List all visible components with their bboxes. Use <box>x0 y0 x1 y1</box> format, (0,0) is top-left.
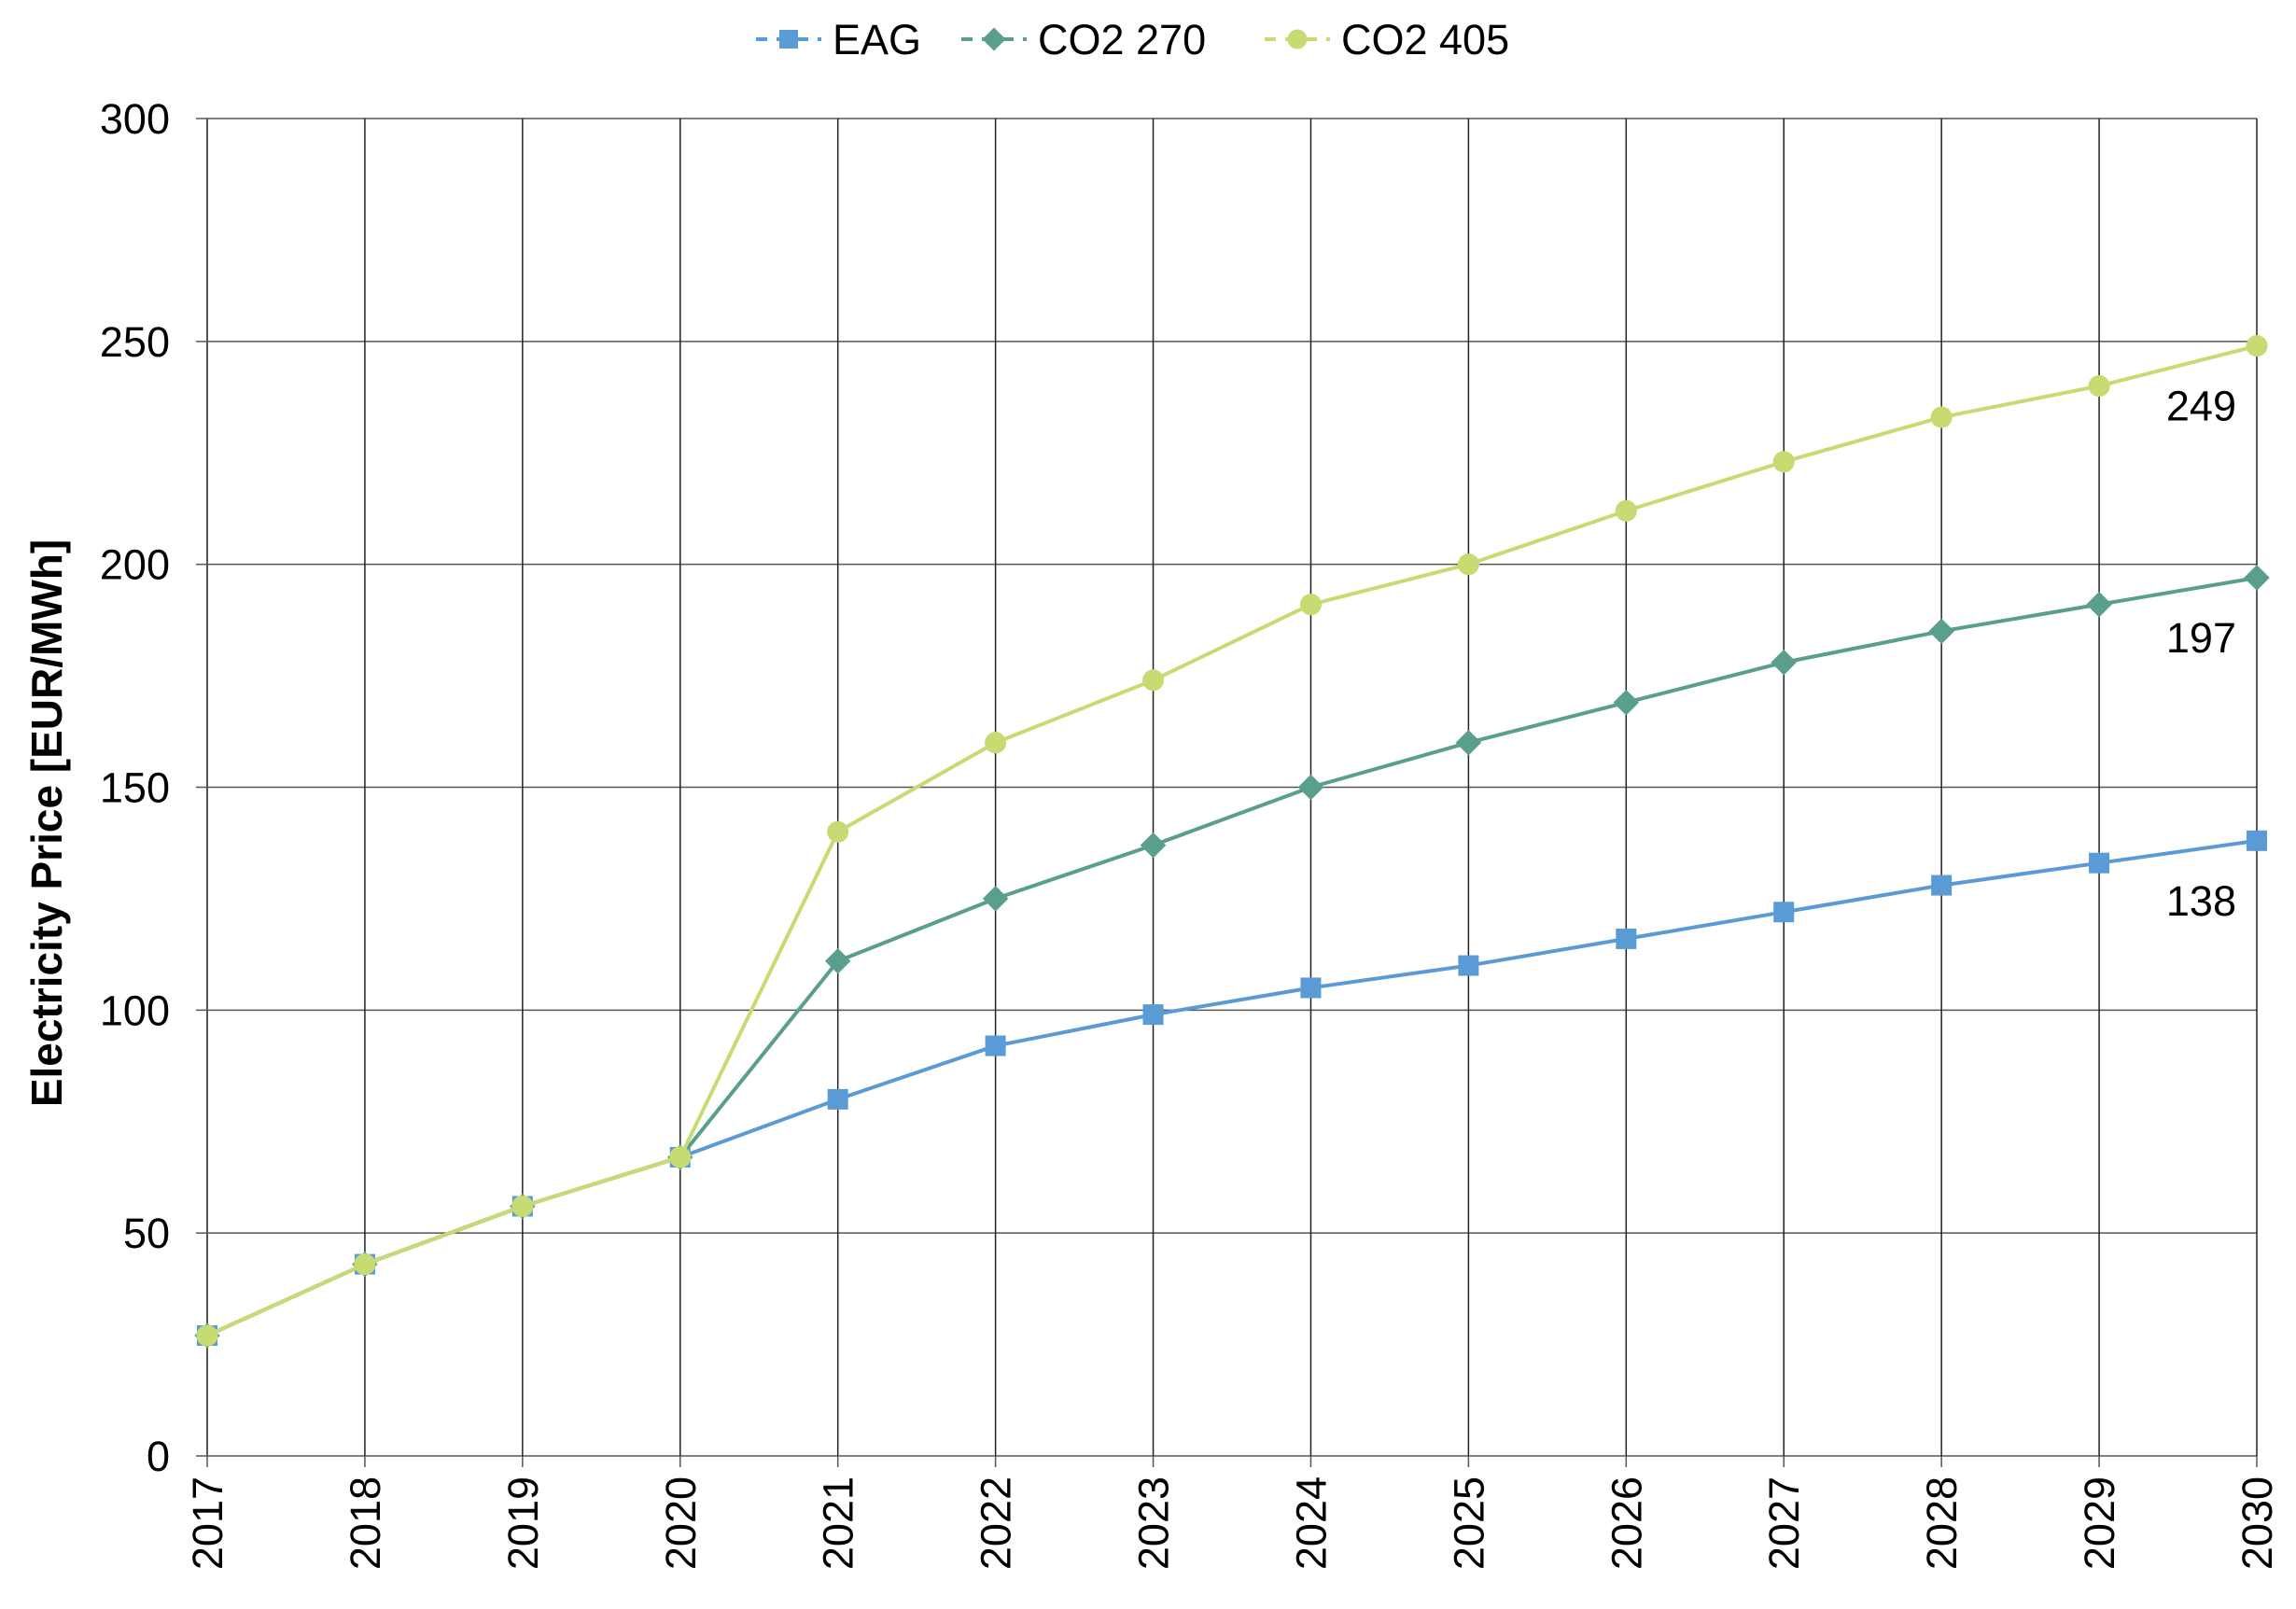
end-labels: 249 197 138 <box>2166 383 2236 925</box>
end-value-label: 138 <box>2166 877 2236 925</box>
x-tick-label: 2024 <box>1287 1476 1335 1570</box>
legend-label: CO2 270 <box>1038 16 1206 63</box>
data-point <box>1300 977 1322 999</box>
x-tick-label: 2018 <box>342 1476 389 1570</box>
series-line <box>206 576 2258 1337</box>
series-line <box>206 838 2258 1337</box>
data-point <box>2089 852 2110 874</box>
series-layer <box>194 335 2270 1349</box>
x-tick-label: 2029 <box>2076 1476 2123 1570</box>
y-axis-label: Electricity Price [EUR/MWh] <box>22 539 71 1107</box>
data-point <box>1928 618 1954 645</box>
data-point <box>1930 406 1953 428</box>
data-point <box>1772 451 1795 473</box>
data-point <box>827 1088 848 1110</box>
x-tick-label: 2019 <box>499 1476 547 1570</box>
data-point <box>1297 774 1324 801</box>
data-point <box>1142 1004 1164 1026</box>
data-point <box>827 820 849 843</box>
data-point <box>2244 565 2270 591</box>
y-tick-label: 150 <box>100 764 170 812</box>
x-tick-label: 2021 <box>815 1476 862 1570</box>
axes: 0 50 100 150 200 250 300 2017 2018 2019 2020 2021 20… <box>100 95 2281 1570</box>
y-tick-label: 0 <box>147 1433 170 1480</box>
series-eag <box>197 830 2267 1347</box>
legend-swatch-marker <box>1287 29 1308 49</box>
x-tick-label: 2020 <box>657 1476 705 1570</box>
y-tick-label: 200 <box>100 541 170 589</box>
y-tick-label: 250 <box>100 318 170 366</box>
data-point <box>985 732 1007 754</box>
data-point <box>354 1253 376 1276</box>
legend-swatch-marker <box>779 30 798 49</box>
data-point <box>2086 591 2112 618</box>
data-point <box>982 886 1009 912</box>
legend-item: CO2 405 <box>1265 16 1509 63</box>
series-co2-405 <box>196 335 2268 1347</box>
data-point <box>1931 874 1953 896</box>
x-tick-label: 2028 <box>1918 1476 1966 1570</box>
data-point <box>1771 650 1797 676</box>
data-point <box>1613 689 1640 716</box>
x-tick-label: 2022 <box>973 1476 1020 1570</box>
x-tick-label: 2026 <box>1603 1476 1650 1570</box>
legend: EAG CO2 270 CO2 405 <box>756 16 1509 63</box>
data-point <box>196 1324 218 1347</box>
data-point <box>1457 553 1479 576</box>
legend-item: CO2 270 <box>961 16 1206 63</box>
data-point <box>1458 955 1479 976</box>
data-point <box>824 948 851 974</box>
data-point <box>1140 832 1167 859</box>
y-tick-label: 300 <box>100 95 170 143</box>
y-tick-label: 50 <box>123 1210 170 1257</box>
series-co2-270 <box>194 565 2270 1349</box>
data-point <box>511 1195 534 1218</box>
legend-label: EAG <box>833 16 921 63</box>
data-point <box>1299 594 1323 616</box>
x-tick-label: 2027 <box>1760 1476 1808 1570</box>
data-point <box>1455 729 1482 756</box>
x-tick-label: 2030 <box>2233 1476 2281 1570</box>
legend-swatch-marker <box>982 27 1006 51</box>
end-value-label: 249 <box>2166 383 2236 430</box>
data-point <box>2246 335 2268 357</box>
data-point <box>669 1146 692 1168</box>
legend-item: EAG <box>756 16 921 63</box>
y-tick-label: 100 <box>100 986 170 1034</box>
data-point <box>1616 928 1637 949</box>
data-point <box>2088 375 2110 398</box>
data-point <box>1141 669 1165 692</box>
x-tick-label: 2017 <box>184 1476 231 1570</box>
data-point <box>2247 830 2267 851</box>
series-line <box>206 343 2258 1337</box>
data-point <box>1615 499 1637 522</box>
x-tick-label: 2025 <box>1445 1476 1492 1570</box>
data-point <box>985 1035 1006 1056</box>
legend-label: CO2 405 <box>1341 16 1509 63</box>
x-tick-label: 2023 <box>1130 1476 1178 1570</box>
end-value-label: 197 <box>2166 614 2236 662</box>
data-point <box>1773 902 1795 923</box>
grid <box>206 118 2258 1457</box>
